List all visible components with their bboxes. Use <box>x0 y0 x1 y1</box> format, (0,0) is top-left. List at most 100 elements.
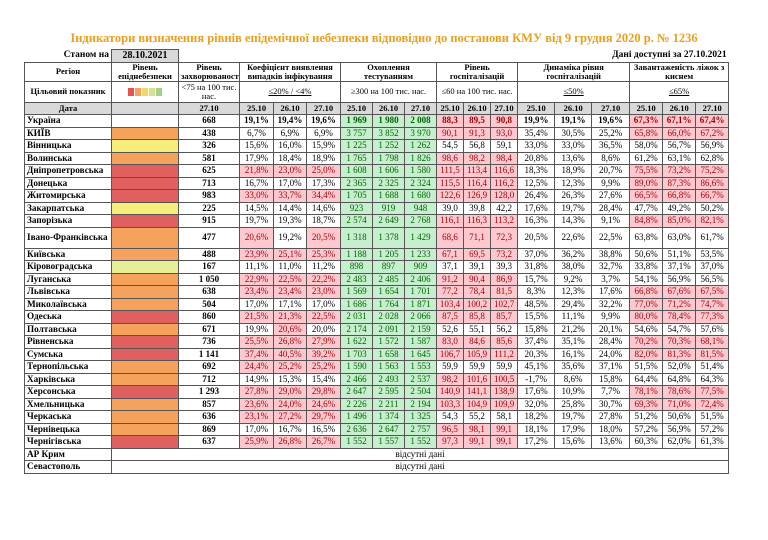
region-name: Волинська <box>24 151 112 165</box>
testing-value: 1 378 <box>372 226 405 249</box>
testing-value: 2 091 <box>372 322 405 336</box>
dyn-value: 30,5% <box>554 126 593 140</box>
hosp-value: 59,9 <box>489 360 519 374</box>
detection-value: 25,9% <box>239 435 274 449</box>
testing-value: 2 636 <box>340 422 373 436</box>
oxy-value: 56,7% <box>662 139 697 153</box>
table-row: Полтавська 671 19,9% 20,6% 20,0% 2 174 2 091 2 … <box>24 322 730 336</box>
dyn-value: 12,3% <box>554 285 593 299</box>
testing-value: 948 <box>404 201 437 215</box>
dyn-value: 17,6% <box>517 385 556 399</box>
incidence-value: 1 050 <box>178 272 240 286</box>
detection-value: 19,4% <box>273 114 307 128</box>
testing-value: 1 686 <box>340 297 373 311</box>
table-row: Рівненська 736 25,5% 26,8% 27,9% 1 622 1 572 1 … <box>24 335 730 349</box>
detection-value: 27,2% <box>273 410 307 424</box>
testing-value: 1 563 <box>372 360 405 374</box>
oxy-value: 77,3% <box>695 310 730 324</box>
testing-value: 1 233 <box>404 247 437 261</box>
testing-value: 1 252 <box>372 139 405 153</box>
incidence-target: <75 на 100 тис. нас. <box>178 80 240 103</box>
table-row: Київська 488 23,9% 25,1% 25,3% 1 188 1 205 1 23… <box>24 247 730 261</box>
detection-value: 25,5% <box>239 335 274 349</box>
region-name: Сумська <box>24 347 112 361</box>
testing-value: 2 493 <box>372 372 405 386</box>
oxy-value: 82,1% <box>695 214 730 228</box>
region-name: Хмельницька <box>24 397 112 411</box>
incidence-value: 438 <box>178 126 240 140</box>
region-name: Луганська <box>24 272 112 286</box>
hosp-value: 59,9 <box>436 360 464 374</box>
oxy-value: 51,5% <box>629 360 664 374</box>
dyn-value: 12,3% <box>554 176 593 190</box>
testing-value: 2 537 <box>404 372 437 386</box>
region-name: Севастополь <box>24 460 112 474</box>
detection-value: 39,2% <box>306 347 341 361</box>
incidence-value: 625 <box>178 164 240 178</box>
oxy-value: 67,4% <box>695 114 730 128</box>
hosp-value: 90,4 <box>463 272 491 286</box>
detection-value: 6,7% <box>239 126 274 140</box>
detection-value: 19,7% <box>239 214 274 228</box>
hosp-value: 56,2 <box>489 322 519 336</box>
testing-value: 2 066 <box>404 310 437 324</box>
date-col: 27.10 <box>178 101 240 115</box>
level-cell <box>111 201 179 215</box>
detection-value: 19,1% <box>239 114 274 128</box>
dyn-value: 31,8% <box>517 260 556 274</box>
hosp-value: 140,9 <box>436 385 464 399</box>
table-row: Закарпатська 225 14,5% 14,4% 14,6% 923 919 948 3… <box>24 201 730 215</box>
dyn-value: 27,8% <box>591 410 631 424</box>
region-name: Україна <box>24 114 112 128</box>
level-cell <box>111 410 179 424</box>
dyn-value: 19,6% <box>591 114 631 128</box>
incidence-value: 581 <box>178 151 240 165</box>
testing-value: 1 262 <box>404 139 437 153</box>
table-row: АР Крим відсутні дані <box>24 447 730 461</box>
dyn-value: 32,0% <box>517 397 556 411</box>
detection-value: 16,0% <box>273 139 307 153</box>
testing-value: 2 504 <box>404 385 437 399</box>
dyn-value: 48,5% <box>517 297 556 311</box>
hosp-value: 59,1 <box>489 139 519 153</box>
dyn-value: 18,0% <box>591 422 631 436</box>
testing-value: 1 980 <box>372 114 405 128</box>
dyn-value: 35,6% <box>554 360 593 374</box>
legend-swatch <box>142 88 148 97</box>
missing-data: відсутні дані <box>110 447 730 461</box>
table-row: Сумська 1 141 37,4% 40,5% 39,2% 1 703 1 658 1 6… <box>24 347 730 361</box>
hosp-value: 39,8 <box>463 201 491 215</box>
table-row: Харківська 712 14,9% 15,3% 15,4% 2 466 2 493 2 … <box>24 372 730 386</box>
dyn-value: 27,6% <box>591 189 631 203</box>
level-cell <box>111 397 179 411</box>
oxy-value: 73,2% <box>662 164 697 178</box>
dyn-value: 15,8% <box>591 372 631 386</box>
region-name: Тернопільська <box>24 360 112 374</box>
level-legend <box>111 80 179 103</box>
dyn-value: 7,7% <box>591 385 631 399</box>
dyn-value: 3,7% <box>591 272 631 286</box>
dyn-value: 19,1% <box>554 114 593 128</box>
oxy-value: 56,9% <box>662 272 697 286</box>
dyn-value: 9,9% <box>591 176 631 190</box>
detection-value: 24,0% <box>273 397 307 411</box>
detection-value: 21,3% <box>273 310 307 324</box>
region-name: Харківська <box>24 372 112 386</box>
oxy-value: 37,0% <box>695 260 730 274</box>
testing-value: 2 031 <box>340 310 373 324</box>
dyn-value: 32,2% <box>591 297 631 311</box>
testing-value: 1 496 <box>340 410 373 424</box>
testing-value: 1 572 <box>372 335 405 349</box>
detection-value: 14,6% <box>306 201 341 215</box>
dyn-value: 32,7% <box>591 260 631 274</box>
dyn-value: 20,5% <box>517 226 556 249</box>
oxy-value: 51,2% <box>629 410 664 424</box>
hosp-value: 54,3 <box>436 410 464 424</box>
testing-value: 2 595 <box>372 385 405 399</box>
hosp-value: 68,6 <box>436 226 464 249</box>
detection-value: 37,4% <box>239 347 274 361</box>
level-cell <box>111 322 179 336</box>
region-name: Кіровоградська <box>24 260 112 274</box>
level-cell <box>111 260 179 274</box>
table-row: Хмельницька 857 23,6% 24,0% 24,6% 2 226 2 211 2… <box>24 397 730 411</box>
